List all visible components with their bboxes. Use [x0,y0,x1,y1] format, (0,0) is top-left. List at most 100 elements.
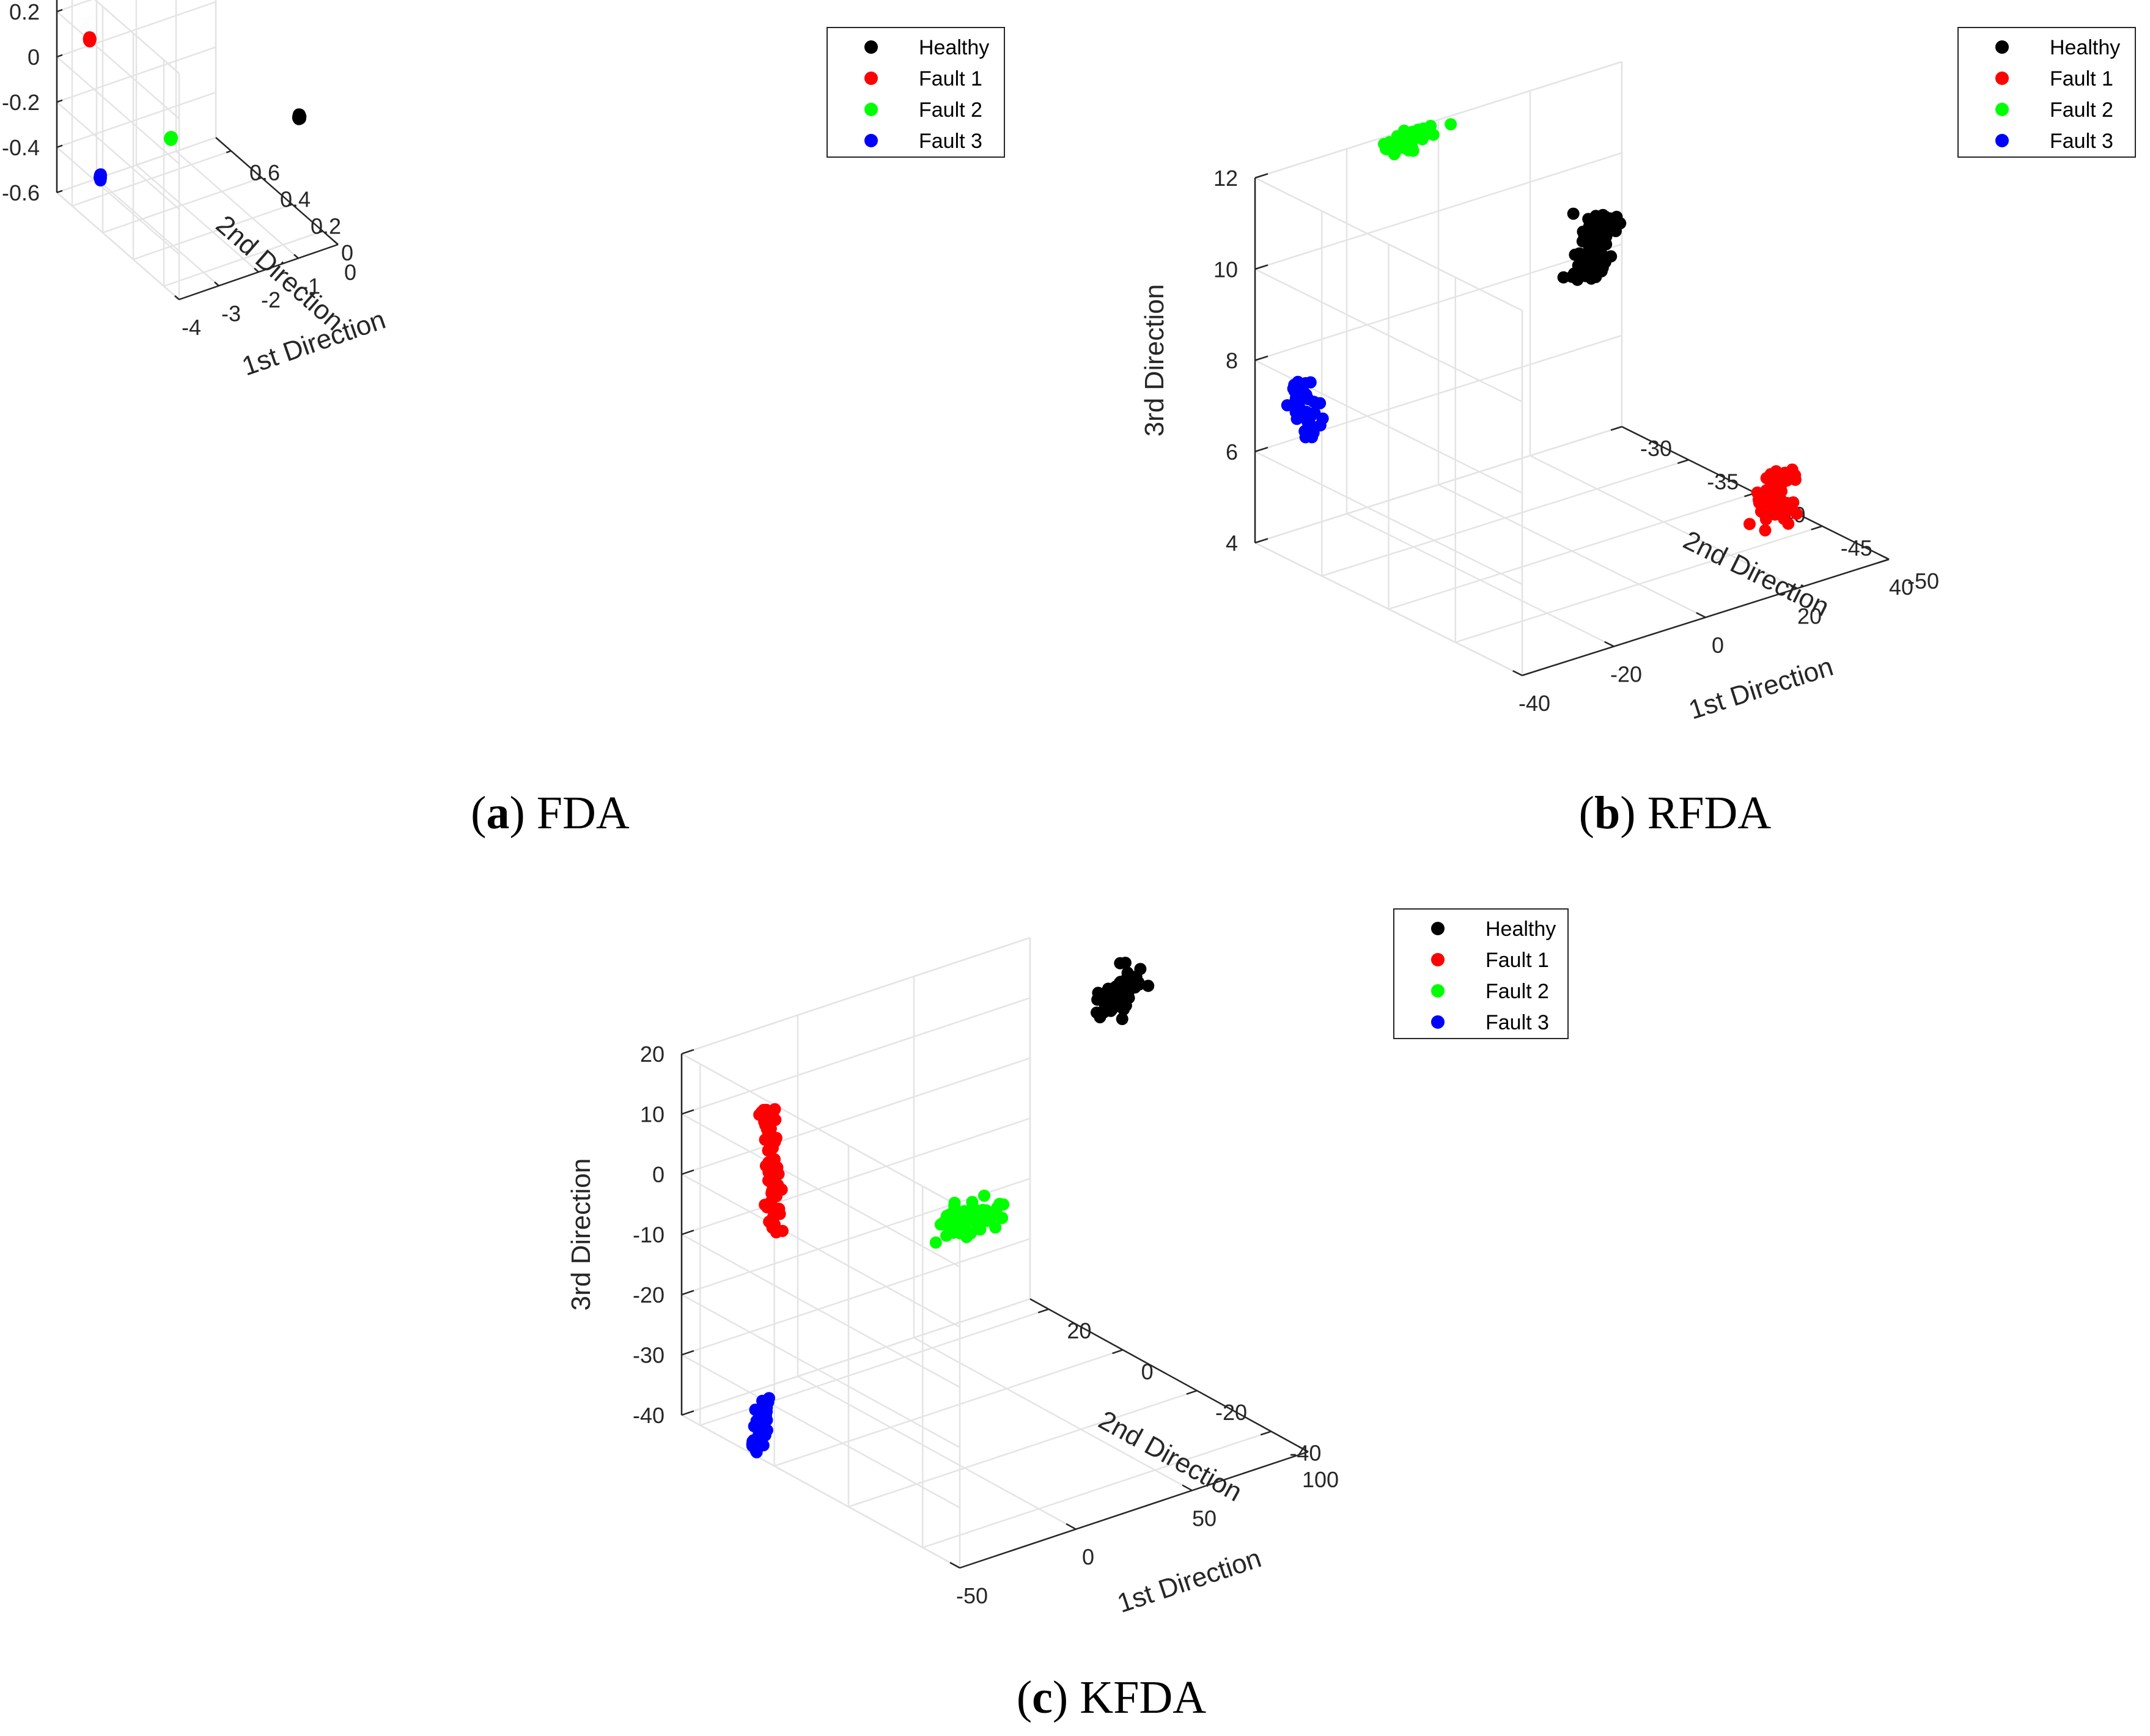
y-tick [256,177,262,180]
data-point [1760,484,1773,497]
data-point [763,1215,776,1228]
grid-line [56,56,180,164]
data-point [948,1196,961,1209]
z-tick [681,1229,694,1235]
legend-label: Fault 3 [2050,130,2113,153]
data-point [1115,988,1128,1001]
legend-label: Fault 2 [919,98,982,122]
data-point [1119,957,1132,969]
y-tick [1037,1308,1049,1314]
x-tick [1879,554,1890,561]
z-tick-label: 20 [640,1042,665,1067]
z-tick [56,9,63,13]
z-tick-label: -40 [633,1403,665,1428]
x-tick-label: 50 [1192,1506,1217,1531]
grid-line [175,150,299,259]
y-tick [226,150,232,153]
grid [56,0,339,300]
data-point [1589,271,1602,284]
z-tick [56,189,63,194]
data-point [1764,468,1777,480]
x-tick-label: 0 [1082,1545,1094,1570]
grid-line [72,150,232,207]
series-healthy [1557,207,1627,286]
y-axis-line [215,137,339,245]
data-point [1791,507,1803,520]
grid-line [56,11,180,119]
data-point [940,1229,953,1242]
box-edge [1254,61,1622,179]
legend-marker [864,72,878,85]
data-point [771,1180,784,1193]
legend-marker [1431,953,1445,966]
data-point [1575,265,1588,278]
data-point [1305,408,1317,421]
y-axis-line [1029,1298,1309,1453]
grid-line [136,164,259,273]
x-tick [174,295,180,300]
x-tick [1182,1484,1193,1491]
grid-line [681,1293,960,1449]
x-tick [1604,641,1614,647]
x-axis-label: 1st Direction [1685,652,1837,726]
y-tick [317,230,323,234]
y-tick [1260,1430,1272,1436]
legend-marker [1995,72,2009,85]
grid-line [681,1057,1031,1175]
data-point [959,1213,971,1226]
grid-line [681,1354,960,1509]
z-tick [56,144,63,149]
series-fault-1 [753,1103,789,1238]
grid-line [848,1389,1198,1508]
data-point [760,1113,773,1126]
data-point [1116,1013,1128,1025]
x-tick [1066,1523,1077,1530]
z-tick-label: -30 [633,1343,665,1368]
legend-marker [1431,984,1445,998]
z-tick [681,1350,694,1356]
legend: Healthy Fault 1 Fault 2 Fault 3 [1957,27,2136,158]
grid-line [681,997,1031,1115]
legend-label: Healthy [1485,918,1556,941]
caption-b: (b) RFDA [1579,787,1772,839]
y-tick-label: -20 [1215,1400,1247,1425]
data-point [1610,210,1623,223]
box-edge [94,0,180,74]
data-point [1769,478,1781,491]
z-tick-label: 10 [640,1102,665,1127]
box-edge [56,192,180,300]
legend-label: Fault 1 [1485,949,1549,972]
data-point [1605,250,1618,263]
data-point [1781,502,1794,515]
series-healthy [1091,957,1155,1025]
y-tick-label: -30 [1640,436,1672,461]
box-edge [1254,542,1523,677]
x-tick [1787,583,1798,589]
series-fault-2 [164,131,178,146]
data-point [943,1208,955,1221]
data-point [1404,131,1417,144]
x-tick-label: 100 [1302,1467,1339,1492]
grid-line [922,1430,1272,1548]
z-tick-label: -10 [633,1223,665,1248]
data-point [967,1202,980,1215]
data-point [749,1403,762,1416]
series-fault-3 [746,1392,775,1458]
series-fault-3 [94,168,107,186]
data-point [929,1236,942,1249]
data-points [83,31,307,186]
z-tick-label: 8 [1226,348,1238,373]
x-tick [1696,612,1706,619]
series-fault-2 [1378,118,1457,161]
data-point [960,1230,973,1243]
legend-label: Fault 3 [919,130,982,153]
data-point [1380,141,1393,154]
data-point [1134,963,1147,976]
caption-c-letter: c [1032,1672,1053,1723]
data-point [1294,402,1306,415]
z-tick [681,1109,694,1115]
grid-line [56,0,93,13]
z-tick-label: 12 [1213,166,1238,191]
